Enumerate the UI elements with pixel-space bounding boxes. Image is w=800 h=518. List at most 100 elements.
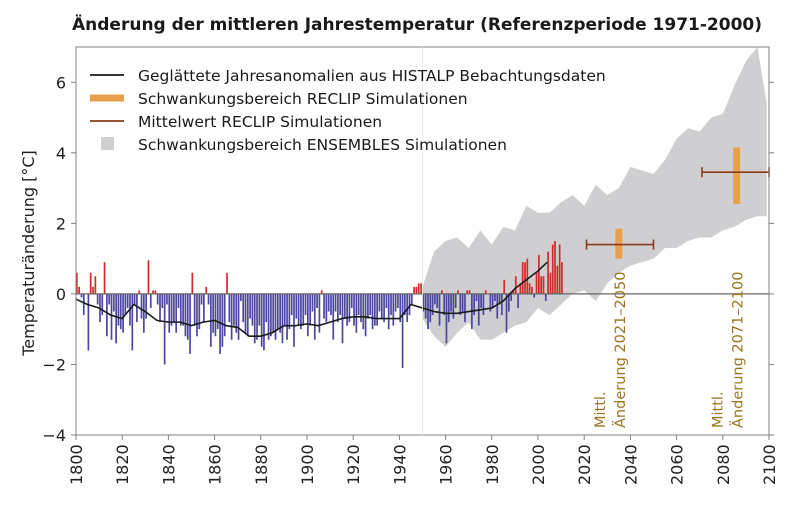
anomaly-bar xyxy=(133,293,136,305)
anomaly-bar xyxy=(452,293,455,319)
legend-bar-icon xyxy=(90,94,124,102)
anomaly-bar xyxy=(216,293,219,330)
anomaly-bar xyxy=(339,293,342,316)
anomaly-bar xyxy=(362,293,365,330)
x-tick-label: 1940 xyxy=(390,444,409,485)
anomaly-bar xyxy=(473,293,476,316)
smooth-layer xyxy=(75,261,548,338)
anomaly-bar xyxy=(297,293,300,326)
anomaly-bar xyxy=(364,293,367,337)
x-tick-label: 1860 xyxy=(206,444,225,485)
anomaly-bar xyxy=(175,293,178,333)
anomaly-bar xyxy=(318,293,321,333)
anomaly-bar xyxy=(131,293,134,351)
anomaly-bar xyxy=(145,293,148,319)
anomaly-bar xyxy=(519,283,522,294)
anomaly-bar xyxy=(561,262,563,294)
y-tick-label: 4 xyxy=(56,144,66,163)
anomaly-bar xyxy=(214,293,217,337)
anomaly-bar xyxy=(309,293,312,326)
anomaly-bar xyxy=(371,293,374,330)
anomaly-bar xyxy=(270,293,272,337)
anomaly-bar xyxy=(89,272,92,294)
anomaly-bar xyxy=(110,293,113,340)
legend-square-icon xyxy=(101,137,114,150)
anomaly-bar xyxy=(346,293,348,326)
anomaly-bar xyxy=(390,293,392,316)
anomaly-bar xyxy=(235,293,238,333)
anomaly-bar xyxy=(457,290,459,294)
anomaly-bar xyxy=(230,293,233,340)
anomaly-bar xyxy=(221,293,224,347)
anomaly-bar xyxy=(461,293,464,312)
anomaly-bar xyxy=(263,293,265,351)
anomaly-bar xyxy=(251,293,254,326)
anomaly-bar xyxy=(408,293,411,316)
anomaly-bar xyxy=(404,293,406,316)
anomaly-bar xyxy=(556,265,559,294)
anomaly-bar xyxy=(186,293,189,340)
anomaly-bar xyxy=(274,293,277,340)
anomaly-bar xyxy=(514,276,517,294)
anomaly-bar xyxy=(558,244,561,294)
anomaly-bar xyxy=(267,293,270,340)
anomaly-bar xyxy=(240,293,242,301)
y-tick-label: −2 xyxy=(42,355,66,374)
anomaly-bar xyxy=(138,290,141,294)
anomaly-bar xyxy=(325,293,328,323)
anomaly-bar xyxy=(205,286,208,294)
reclip-label-line1: Mittl. xyxy=(711,391,727,428)
anomaly-bar xyxy=(443,293,445,316)
anomaly-bar xyxy=(191,272,194,294)
anomaly-bar xyxy=(161,293,164,309)
anomaly-bar xyxy=(401,293,404,368)
legend: Geglättete Jahresanomalien aus HISTALP B… xyxy=(90,67,606,154)
anomaly-bar xyxy=(528,283,531,294)
anomaly-bar xyxy=(510,293,512,301)
anomaly-bar xyxy=(237,293,240,340)
anomaly-bar xyxy=(286,293,288,340)
anomaly-bar xyxy=(466,290,469,294)
anomaly-bar xyxy=(424,293,427,319)
anomaly-bar xyxy=(427,293,429,330)
anomaly-bar xyxy=(360,293,362,323)
anomaly-bar xyxy=(357,293,360,316)
reclip-label-line2: Änderung 2021–2050 xyxy=(611,272,629,428)
anomaly-bar xyxy=(415,286,418,294)
anomaly-bar xyxy=(323,293,325,319)
anomaly-bar xyxy=(103,262,106,294)
anomaly-bar xyxy=(496,293,499,319)
anomaly-bar xyxy=(272,293,275,333)
anomaly-bar xyxy=(184,293,187,337)
anomaly-bar xyxy=(242,293,245,323)
anomaly-bar xyxy=(431,293,434,316)
anomaly-bar xyxy=(378,293,381,312)
anomaly-bar xyxy=(177,293,180,309)
anomaly-bar xyxy=(380,293,383,319)
anomaly-bar xyxy=(108,293,111,305)
x-tick-label: 1980 xyxy=(483,444,502,485)
anomaly-bar xyxy=(166,293,168,305)
anomaly-bar xyxy=(147,260,150,294)
anomaly-bar xyxy=(281,293,284,344)
x-tick-label: 2020 xyxy=(575,444,594,485)
anomaly-bar xyxy=(420,283,422,294)
anomaly-bar xyxy=(200,293,203,305)
anomaly-bar xyxy=(343,293,346,319)
x-tick-label: 1820 xyxy=(113,444,132,485)
anomaly-bar xyxy=(549,272,552,294)
anomaly-bar xyxy=(203,293,205,323)
anomaly-bar xyxy=(279,293,281,333)
anomaly-bar xyxy=(535,272,538,294)
anomaly-bar xyxy=(244,293,247,333)
anomaly-bar xyxy=(436,293,439,309)
anomaly-bar xyxy=(526,258,529,294)
anomaly-bar xyxy=(260,293,263,347)
y-axis-label: Temperaturänderung [°C] xyxy=(19,150,38,357)
anomaly-bar xyxy=(438,293,441,326)
anomaly-bar xyxy=(353,293,355,326)
anomaly-bar xyxy=(521,262,524,294)
anomaly-bar xyxy=(524,262,526,294)
anomaly-bar xyxy=(152,290,154,294)
